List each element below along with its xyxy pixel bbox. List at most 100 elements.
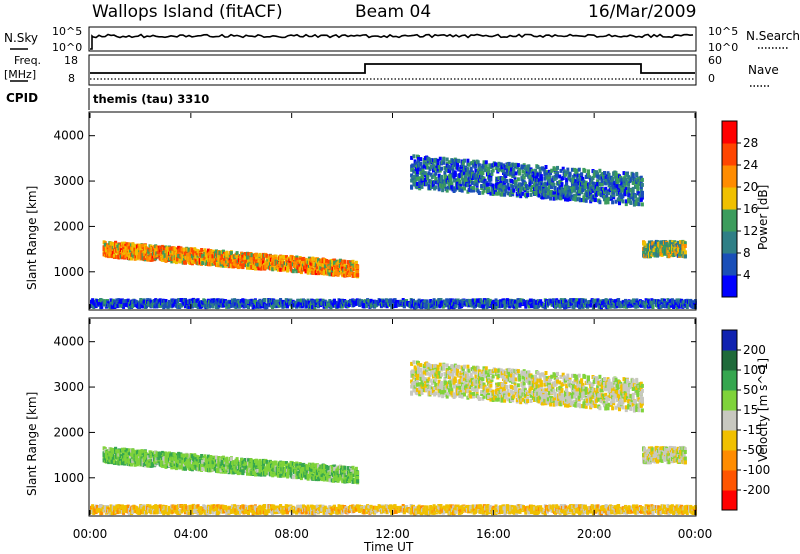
echo-cell <box>536 172 540 177</box>
echo-cell <box>188 254 192 259</box>
echo-cell <box>559 179 563 184</box>
echo-cell <box>521 169 525 174</box>
echo-cell <box>515 187 519 192</box>
echo-cell <box>295 257 299 262</box>
echo-cell <box>465 178 469 183</box>
echo-cell <box>605 193 609 198</box>
echo-cell <box>274 254 278 259</box>
echo-cell <box>239 303 242 308</box>
echo-cell <box>534 181 538 185</box>
echo-cell <box>177 245 181 250</box>
station-title: Wallops Island (fitACF) <box>92 2 283 22</box>
echo-cell <box>583 168 587 173</box>
echo-cell <box>497 191 501 196</box>
echo-cell <box>611 176 615 181</box>
echo-cell <box>575 298 579 303</box>
echo-cell <box>421 179 425 184</box>
echo-cell <box>578 304 582 309</box>
echo-cell <box>505 185 509 190</box>
echo-cell <box>634 194 637 199</box>
echo-cell <box>315 265 319 270</box>
echo-cell <box>412 174 416 179</box>
echo-cell <box>570 194 574 199</box>
echo-cell <box>480 184 484 188</box>
nsky-strip-frame <box>88 26 697 52</box>
echo-cell <box>415 185 419 190</box>
echo-cell <box>461 178 465 183</box>
echo-cell <box>401 298 405 302</box>
echo-cell <box>604 181 608 186</box>
echo-cell <box>110 304 114 309</box>
echo-cell <box>631 173 635 178</box>
echo-cell <box>378 298 382 303</box>
echo-cell <box>693 299 697 304</box>
echo-cell <box>625 300 629 305</box>
echo-cell <box>629 188 633 193</box>
echo-cell <box>445 188 449 193</box>
echo-cell <box>521 191 525 196</box>
echo-cell <box>182 257 186 262</box>
echo-cell <box>591 188 595 193</box>
echo-cell <box>246 265 249 270</box>
echo-cell <box>414 167 418 171</box>
echo-cell <box>667 305 671 310</box>
echo-cell <box>159 255 163 259</box>
echo-cell <box>203 256 207 261</box>
echo-cell <box>448 169 451 174</box>
echo-cell <box>295 269 299 274</box>
echo-cell <box>255 252 259 257</box>
echo-cell <box>624 178 628 182</box>
echo-cell <box>225 304 229 309</box>
echo-cell <box>216 300 219 305</box>
echo-cell <box>469 188 473 193</box>
echo-cell <box>588 182 592 187</box>
echo-cell <box>482 160 486 165</box>
echo-cell <box>524 304 528 309</box>
echo-cell <box>564 172 567 177</box>
echo-cell <box>554 194 558 199</box>
echo-cell <box>613 185 617 190</box>
echo-cell <box>472 301 476 306</box>
echo-cell <box>614 199 618 204</box>
echo-cell <box>512 167 516 172</box>
echo-cell <box>262 260 265 265</box>
echo-cell <box>474 175 478 180</box>
echo-cell <box>313 305 317 310</box>
echo-cell <box>415 176 419 181</box>
echo-cell <box>463 158 466 163</box>
echo-cell <box>530 180 534 185</box>
echo-cell <box>145 304 148 309</box>
echo-cell <box>544 189 548 194</box>
echo-cell <box>491 168 495 173</box>
echo-cell <box>109 251 113 256</box>
echo-cell <box>546 191 550 196</box>
echo-cell <box>481 171 485 176</box>
echo-cell <box>604 186 608 191</box>
echo-cell <box>622 171 626 176</box>
echo-cell <box>497 167 501 172</box>
echo-cell <box>279 298 283 302</box>
echo-cell <box>339 302 343 306</box>
echo-cell <box>338 299 342 303</box>
echo-cell <box>110 253 114 258</box>
echo-cell <box>576 178 580 183</box>
echo-cell <box>537 185 541 190</box>
echo-cell <box>631 181 635 185</box>
echo-cell <box>616 198 620 203</box>
echo-cell <box>549 196 553 201</box>
echo-cell <box>476 160 480 165</box>
echo-cell <box>584 180 588 185</box>
echo-cell <box>549 171 553 176</box>
echo-cell <box>526 190 530 195</box>
echo-cell <box>492 299 496 304</box>
echo-cell <box>217 263 221 268</box>
echo-cell <box>605 298 609 303</box>
echo-cell <box>598 200 602 205</box>
echo-cell <box>420 174 424 179</box>
echo-cell <box>453 170 457 175</box>
echo-cell <box>321 263 325 268</box>
echo-cell <box>574 179 578 183</box>
echo-cell <box>325 259 329 263</box>
echo-cell <box>639 175 643 180</box>
echo-cell <box>487 166 491 171</box>
